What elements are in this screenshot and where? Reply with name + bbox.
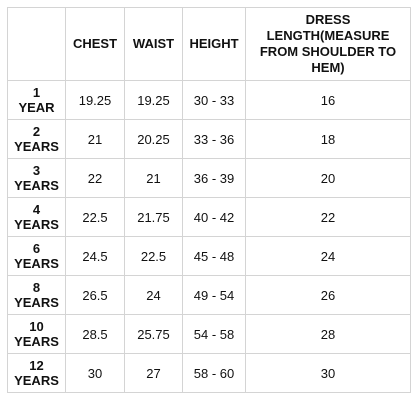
age-cell: 4 YEARS [7, 197, 66, 237]
header-cell: WAIST [124, 7, 183, 81]
value-cell: 16 [245, 80, 411, 120]
value-cell: 49 - 54 [182, 275, 246, 315]
age-cell: 10 YEARS [7, 314, 66, 354]
size-table: CHEST WAIST HEIGHT DRESS LENGTH(MEASURE … [7, 7, 411, 393]
value-cell: 54 - 58 [182, 314, 246, 354]
value-cell: 24 [245, 236, 411, 276]
table-row: 1 YEAR 19.25 19.25 30 - 33 16 [7, 80, 411, 120]
age-label: 1 YEAR [18, 85, 55, 115]
age-cell: 2 YEARS [7, 119, 66, 159]
age-label: 12 YEARS [14, 358, 59, 388]
value-cell: 40 - 42 [182, 197, 246, 237]
value-cell: 33 - 36 [182, 119, 246, 159]
value-cell: 19.25 [124, 80, 183, 120]
value-cell: 20.25 [124, 119, 183, 159]
table-row: 3 YEARS 22 21 36 - 39 20 [7, 158, 411, 198]
age-label: 3 YEARS [14, 163, 59, 193]
value-cell: 26 [245, 275, 411, 315]
value-cell: 26.5 [65, 275, 125, 315]
age-cell: 6 YEARS [7, 236, 66, 276]
age-cell: 3 YEARS [7, 158, 66, 198]
table-row: 6 YEARS 24.5 22.5 45 - 48 24 [7, 236, 411, 276]
header-row: CHEST WAIST HEIGHT DRESS LENGTH(MEASURE … [7, 7, 411, 81]
header-cell: HEIGHT [182, 7, 246, 81]
age-label: 6 YEARS [14, 241, 59, 271]
value-cell: 30 [65, 353, 125, 393]
header-cell: DRESS LENGTH(MEASURE FROM SHOULDER TO HE… [245, 7, 411, 81]
value-cell: 25.75 [124, 314, 183, 354]
value-cell: 24 [124, 275, 183, 315]
value-cell: 27 [124, 353, 183, 393]
table-row: 8 YEARS 26.5 24 49 - 54 26 [7, 275, 411, 315]
age-label: 4 YEARS [14, 202, 59, 232]
value-cell: 19.25 [65, 80, 125, 120]
value-cell: 22 [245, 197, 411, 237]
value-cell: 22.5 [65, 197, 125, 237]
value-cell: 36 - 39 [182, 158, 246, 198]
age-cell: 1 YEAR [7, 80, 66, 120]
header-cell: CHEST [65, 7, 125, 81]
table-row: 2 YEARS 21 20.25 33 - 36 18 [7, 119, 411, 159]
value-cell: 21 [124, 158, 183, 198]
age-label: 8 YEARS [14, 280, 59, 310]
corner-cell [7, 7, 66, 81]
value-cell: 28.5 [65, 314, 125, 354]
value-cell: 45 - 48 [182, 236, 246, 276]
table-body: 1 YEAR 19.25 19.25 30 - 33 16 2 YEARS 21 20.25 3… [7, 80, 411, 393]
table-row: 10 YEARS 28.5 25.75 54 - 58 28 [7, 314, 411, 354]
value-cell: 22 [65, 158, 125, 198]
age-label: 10 YEARS [14, 319, 59, 349]
value-cell: 21.75 [124, 197, 183, 237]
value-cell: 18 [245, 119, 411, 159]
value-cell: 30 [245, 353, 411, 393]
value-cell: 22.5 [124, 236, 183, 276]
table-row: 4 YEARS 22.5 21.75 40 - 42 22 [7, 197, 411, 237]
age-cell: 8 YEARS [7, 275, 66, 315]
value-cell: 20 [245, 158, 411, 198]
value-cell: 30 - 33 [182, 80, 246, 120]
value-cell: 28 [245, 314, 411, 354]
table-row: 12 YEARS 30 27 58 - 60 30 [7, 353, 411, 393]
age-cell: 12 YEARS [7, 353, 66, 393]
value-cell: 21 [65, 119, 125, 159]
age-label: 2 YEARS [14, 124, 59, 154]
value-cell: 24.5 [65, 236, 125, 276]
value-cell: 58 - 60 [182, 353, 246, 393]
